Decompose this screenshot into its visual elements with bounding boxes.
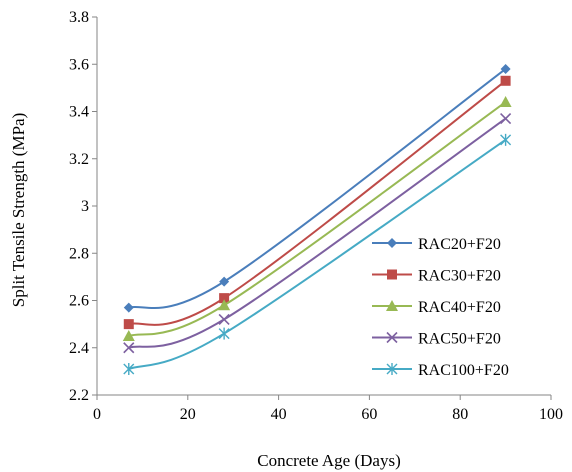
- x-axis-title: Concrete Age (Days): [257, 451, 401, 470]
- series-layer: [122, 63, 512, 376]
- x-tick-label: 0: [93, 406, 101, 423]
- data-point: [500, 75, 511, 86]
- legend-label: RAC40+F20: [418, 299, 501, 316]
- marker-stroke: [123, 342, 135, 354]
- x-tick-label: 80: [452, 406, 468, 423]
- legend-label: RAC100+F20: [418, 362, 509, 379]
- legend-item: RAC50+F20: [372, 331, 501, 348]
- marker-stroke: [386, 331, 398, 344]
- series-line: [128, 68, 507, 310]
- data-point: [500, 63, 511, 74]
- legend-label: RAC20+F20: [418, 236, 501, 253]
- y-axis-title: Split Tensile Strength (MPa): [9, 113, 28, 307]
- data-point: [123, 363, 135, 376]
- legend-item: RAC100+F20: [372, 362, 509, 379]
- data-point: [500, 133, 512, 146]
- y-tick-label: 2.6: [69, 293, 89, 310]
- x-tick-label: 40: [271, 406, 287, 423]
- legend-label: RAC30+F20: [418, 268, 501, 285]
- x-tick-label: 100: [539, 406, 563, 423]
- data-point: [123, 302, 134, 313]
- y-tick-label: 3: [81, 198, 89, 215]
- legend-swatch-marker: [387, 269, 397, 280]
- series-line: [128, 79, 507, 326]
- legend-label: RAC50+F20: [418, 331, 501, 348]
- legend-item: RAC20+F20: [372, 236, 501, 253]
- data-point: [219, 293, 230, 304]
- x-tick-label: 20: [180, 406, 196, 423]
- legend-item: RAC30+F20: [372, 268, 501, 285]
- legend-item: RAC40+F20: [372, 299, 501, 316]
- data-point: [122, 329, 135, 341]
- data-point: [218, 327, 230, 340]
- marker-stroke: [218, 313, 230, 325]
- series-line: [128, 117, 507, 349]
- y-tick-label: 2.4: [69, 340, 89, 357]
- marker-stroke: [500, 113, 512, 125]
- data-point: [123, 319, 134, 330]
- y-tick-label: 2.2: [69, 387, 89, 404]
- data-point: [219, 276, 230, 287]
- series-1: [123, 75, 511, 330]
- legend-swatch-marker: [386, 363, 398, 375]
- series-0: [123, 63, 511, 313]
- legend-swatch-marker: [387, 238, 397, 248]
- data-point: [500, 113, 512, 125]
- x-tick-label: 60: [361, 406, 377, 423]
- y-tick-label: 3.6: [69, 56, 89, 73]
- series-4: [123, 133, 512, 376]
- data-point: [499, 96, 512, 108]
- series-line: [128, 139, 507, 370]
- y-tick-label: 2.8: [69, 245, 89, 262]
- series-3: [123, 113, 512, 354]
- y-tick-label: 3.4: [69, 104, 89, 121]
- legend: RAC20+F20 RAC30+F20 RAC40+F20 RAC50+F20 RAC1…: [372, 236, 509, 379]
- legend-swatch-marker: [386, 300, 398, 311]
- data-point: [218, 299, 231, 311]
- series-line: [128, 101, 507, 337]
- legend-swatch-marker: [386, 331, 398, 344]
- series-2: [122, 96, 512, 341]
- y-tick-label: 3.2: [69, 151, 89, 168]
- data-point: [218, 313, 230, 325]
- axes: 2.2 2.4 2.6 2.8 3 3.2 3.4 3.6 3.8 0 20 40 60 80 100: [69, 9, 563, 423]
- data-point: [123, 342, 135, 354]
- y-tick-label: 3.8: [69, 9, 89, 26]
